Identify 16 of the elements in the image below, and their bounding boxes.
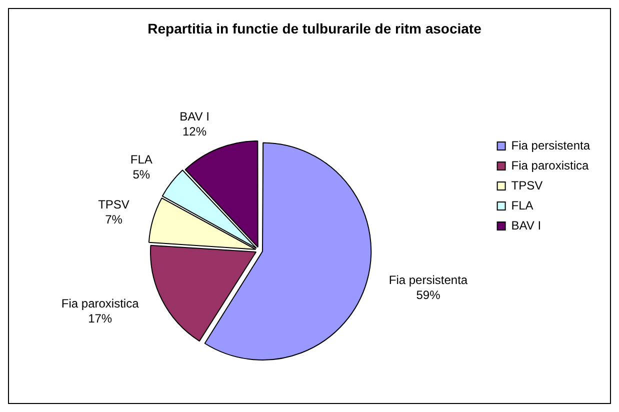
- legend-label: BAV I: [511, 218, 542, 232]
- data-label: 17%: [88, 312, 112, 326]
- slice-label: TPSV: [98, 198, 130, 212]
- data-label: 12%: [182, 124, 207, 139]
- legend-label: Fia paroxistica: [511, 158, 589, 172]
- chart-title: Repartitia in functie de tulburarile de ritm asociate: [148, 20, 482, 36]
- data-label: 7%: [105, 212, 123, 227]
- slice-label: BAV I: [180, 110, 210, 124]
- data-label: 5%: [132, 167, 150, 182]
- legend-label: FLA: [511, 198, 534, 212]
- slice-label: Fia persistenta: [388, 272, 468, 287]
- slice-label: Fia paroxistica: [61, 296, 140, 311]
- slice-label: FLA: [130, 152, 152, 166]
- legend-label: Fia persistenta: [511, 138, 590, 152]
- data-label: 59%: [416, 288, 441, 302]
- legend-label: TPSV: [511, 178, 543, 192]
